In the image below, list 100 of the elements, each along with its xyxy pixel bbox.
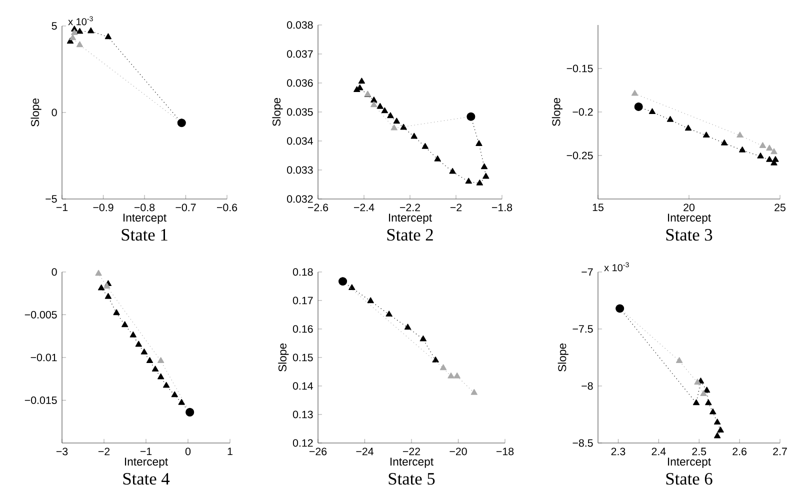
point: [631, 90, 638, 96]
y-axis-title: Slope: [278, 344, 289, 372]
point: [98, 284, 105, 290]
y-tick-label: −0.2: [572, 108, 593, 116]
point: [766, 144, 773, 151]
point: [370, 96, 378, 102]
point: [71, 29, 78, 35]
x-tick-label: −2.2: [400, 204, 420, 212]
point: [178, 399, 185, 405]
y-axis-title: Slope: [552, 98, 562, 126]
y-tick-label: 0.16: [292, 325, 313, 333]
point: [454, 372, 460, 378]
point: [422, 142, 429, 149]
x-axis-title: Intercept: [390, 458, 434, 468]
x-tick-label: −2.4: [354, 204, 374, 212]
x-tick-label: 2.5: [692, 448, 706, 456]
y-tick-label: 0.13: [292, 410, 313, 418]
x-tick-label: −2: [450, 204, 462, 212]
point: [367, 297, 374, 304]
point: [400, 124, 407, 130]
point: [88, 27, 94, 34]
y-tick-label: −0.25: [566, 152, 593, 160]
x-tick-label: 2.4: [652, 448, 666, 456]
x-axis-title: Intercept: [668, 214, 711, 224]
y-tick-label: −0.005: [24, 310, 57, 319]
y-tick-label: −8: [582, 382, 593, 390]
text: State 6: [666, 473, 712, 485]
point: [348, 284, 356, 290]
point: [757, 152, 764, 158]
point: [387, 112, 394, 118]
x-tick-label: −18: [496, 448, 514, 456]
x-tick-label: 0: [185, 448, 191, 456]
point: [703, 386, 710, 393]
x-tick-label: −1: [140, 448, 152, 456]
point: [476, 140, 482, 146]
point: [104, 282, 110, 289]
point: [104, 292, 112, 299]
point: [720, 140, 728, 146]
point: [772, 156, 779, 162]
point: [717, 426, 724, 433]
y-tick-label: 0.034: [287, 137, 313, 145]
point: [710, 408, 716, 414]
point: [104, 33, 112, 40]
point: [432, 356, 439, 362]
y-axis-title: Slope: [272, 98, 283, 126]
point: [358, 78, 366, 84]
y-tick-label: 0.038: [287, 21, 313, 29]
x-axis-title: Intercept: [124, 214, 166, 224]
point: [69, 34, 76, 40]
point: [177, 118, 186, 128]
x-tick-label: −0.7: [176, 204, 196, 212]
text: x 10$^{-3}$: [604, 262, 629, 272]
point: [766, 156, 773, 162]
text: State 2: [387, 229, 433, 241]
y-tick-label: 0.036: [287, 79, 313, 87]
y-tick-label: −0.15: [566, 64, 593, 72]
y-tick-label: 0.17: [292, 296, 313, 304]
text: State 1: [122, 229, 168, 241]
y-tick-label: −8.5: [572, 439, 593, 447]
point: [714, 418, 721, 425]
point: [146, 357, 154, 363]
y-tick-label: 0.037: [287, 50, 313, 58]
point: [135, 340, 142, 347]
x-tick-label: 2.3: [611, 448, 626, 456]
y-tick-label: 0.032: [287, 195, 313, 203]
point: [354, 86, 360, 92]
x-tick-label: 2.7: [773, 448, 787, 456]
point: [162, 382, 170, 388]
point: [476, 180, 484, 186]
point: [692, 399, 700, 406]
point: [152, 366, 159, 372]
text: State 3: [666, 229, 712, 241]
x-tick-label: −26: [309, 448, 327, 456]
point: [338, 277, 348, 286]
point: [694, 378, 701, 385]
point: [480, 163, 488, 170]
point: [157, 373, 164, 380]
x-tick-label: −1.8: [492, 204, 512, 212]
y-tick-label: −5: [46, 195, 57, 203]
x-tick-label: 1: [228, 448, 232, 456]
point: [76, 28, 84, 34]
point: [666, 116, 674, 122]
y-tick-label: −7: [582, 268, 593, 276]
x-tick-label: −1: [56, 204, 68, 212]
x-tick-label: −0.6: [217, 204, 238, 212]
point: [122, 321, 128, 328]
point: [370, 101, 378, 108]
x-tick-label: 20: [684, 204, 695, 212]
y-tick-label: 5: [52, 22, 57, 30]
y-tick-label: 0.035: [287, 108, 313, 116]
x-tick-label: −2: [98, 448, 110, 456]
point: [448, 372, 454, 378]
point: [440, 364, 447, 370]
point: [157, 357, 164, 363]
x-tick-label: 15: [592, 204, 604, 212]
point: [376, 102, 384, 109]
text: State 4: [123, 473, 170, 485]
y-tick-label: −0.01: [30, 354, 57, 362]
x-tick-label: −3: [56, 448, 68, 456]
point: [390, 124, 398, 130]
